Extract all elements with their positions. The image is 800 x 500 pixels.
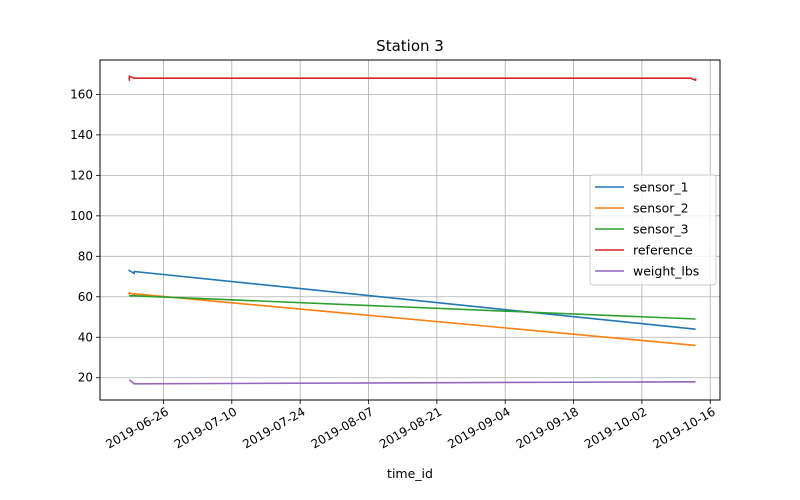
y-tick-label: 120	[70, 168, 93, 182]
series-line-sensor-1	[128, 269, 696, 330]
legend-label: sensor_1	[633, 180, 689, 195]
y-tick-label: 60	[78, 290, 93, 304]
y-tick-label: 100	[70, 209, 93, 223]
series-line-weight-lbs	[128, 379, 696, 385]
legend-label: sensor_3	[633, 222, 689, 237]
y-tick-label: 140	[70, 128, 93, 142]
grid-lines	[100, 60, 720, 400]
x-axis-label: time_id	[387, 466, 433, 481]
y-tick-label: 20	[78, 371, 93, 385]
y-tick-label: 160	[70, 87, 93, 101]
series-line-sensor-2	[128, 291, 696, 347]
y-tick-label: 80	[78, 249, 93, 263]
chart-title: Station 3	[376, 37, 444, 55]
y-tick-label: 40	[78, 330, 93, 344]
series-line-reference	[128, 75, 697, 81]
legend-label: reference	[633, 243, 693, 258]
legend-label: sensor_2	[633, 201, 689, 216]
legend-label: weight_lbs	[633, 264, 699, 279]
plot-frame	[99, 59, 721, 401]
legend-box	[589, 174, 717, 286]
legend: sensor_1 sensor_2 sensor_3 reference weight_…	[589, 174, 717, 286]
series-line-sensor-3	[129, 294, 696, 320]
series-lines	[128, 75, 697, 385]
y-axis-ticks: 20 40 60 80 100 120 140 160	[70, 87, 100, 385]
